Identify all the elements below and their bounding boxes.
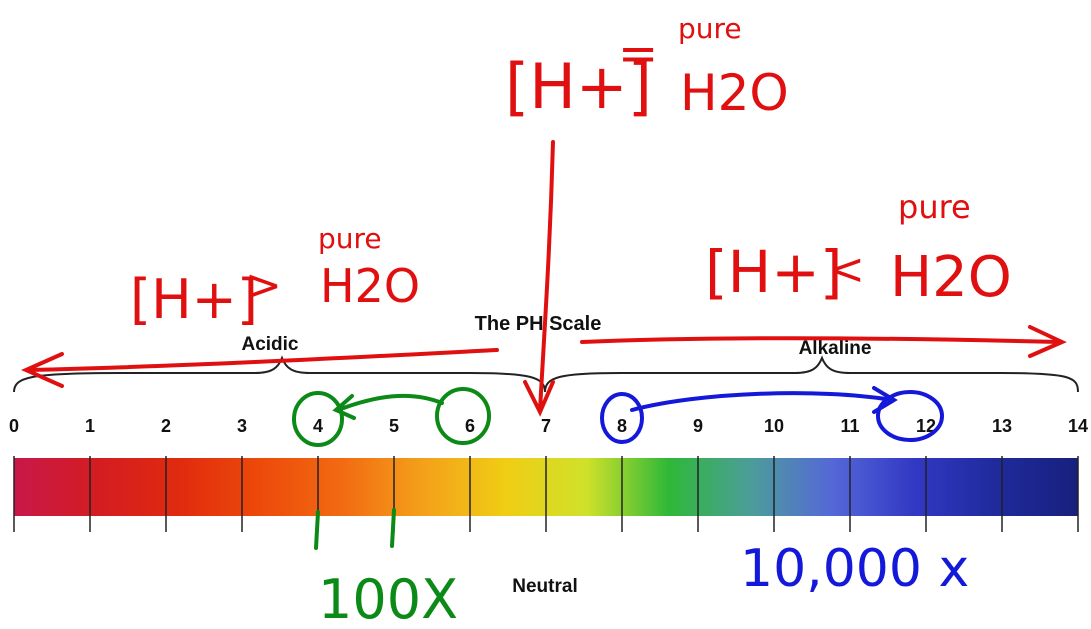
acidic-brace [13, 355, 546, 393]
tick-label-10: 10 [764, 416, 784, 436]
blue-circle-8 [600, 392, 644, 444]
alkaline-annotation: [H+] < pure H2O [705, 188, 1012, 310]
alkaline-word-text: pure [898, 188, 971, 226]
green-annotation [292, 387, 491, 550]
tick-label-6: 6 [465, 416, 475, 436]
tick-label-9: 9 [693, 416, 703, 436]
neutral-arrow [523, 140, 555, 417]
acid-word-text: pure [318, 222, 382, 255]
ph-tick-marks [13, 456, 1079, 532]
alkaline-bracket-text: [H+] [705, 238, 842, 306]
neutral-label: Neutral [512, 576, 577, 597]
tick-label-2: 2 [161, 416, 171, 436]
tick-label-7: 7 [541, 416, 551, 436]
acid-formula-text: H2O [320, 259, 420, 313]
tick-label-13: 13 [992, 416, 1012, 436]
green-circle-4 [292, 391, 344, 447]
ph-tick-labels: 0 1 2 3 4 5 6 7 8 9 10 11 12 13 14 [9, 416, 1088, 436]
tick-label-14: 14 [1068, 416, 1088, 436]
blue-label: 10,000 x [740, 539, 969, 599]
blue-circle-12 [876, 390, 944, 442]
acid-annotation: [H+] > pure H2O [130, 222, 420, 331]
blue-arrow [630, 386, 898, 414]
green-mark-5 [390, 508, 396, 548]
tick-label-11: 11 [840, 416, 859, 436]
neutral-annotation: [H+] = pure H2O [505, 12, 789, 123]
alkaline-arrow [580, 325, 1067, 358]
acid-bracket-text: [H+] [130, 268, 258, 331]
tick-label-0: 0 [9, 416, 19, 436]
green-circle-6 [435, 387, 491, 445]
neutral-relation-text: = [618, 26, 658, 82]
tick-label-5: 5 [389, 416, 399, 436]
alkaline-label: Alkaline [799, 338, 872, 359]
tick-label-12: 12 [916, 416, 936, 436]
neutral-bracket-text: [H+] [505, 50, 652, 123]
blue-annotation [600, 386, 944, 444]
alkaline-relation-text: < [828, 244, 865, 295]
tick-label-8: 8 [617, 416, 627, 436]
scale-title: The PH Scale [475, 313, 602, 335]
tick-label-4: 4 [313, 416, 323, 436]
tick-label-1: 1 [85, 416, 95, 436]
green-arrow [332, 393, 444, 420]
green-mark-4 [314, 510, 320, 550]
tick-label-3: 3 [237, 416, 247, 436]
neutral-formula-text: H2O [680, 64, 789, 122]
acid-arrow [21, 348, 499, 388]
acidic-label: Acidic [241, 334, 298, 355]
alkaline-brace [544, 355, 1079, 393]
alkaline-formula-text: H2O [890, 245, 1012, 310]
green-label: 100X [318, 568, 458, 629]
acid-relation-text: > [245, 260, 282, 311]
neutral-word-text: pure [678, 12, 742, 45]
